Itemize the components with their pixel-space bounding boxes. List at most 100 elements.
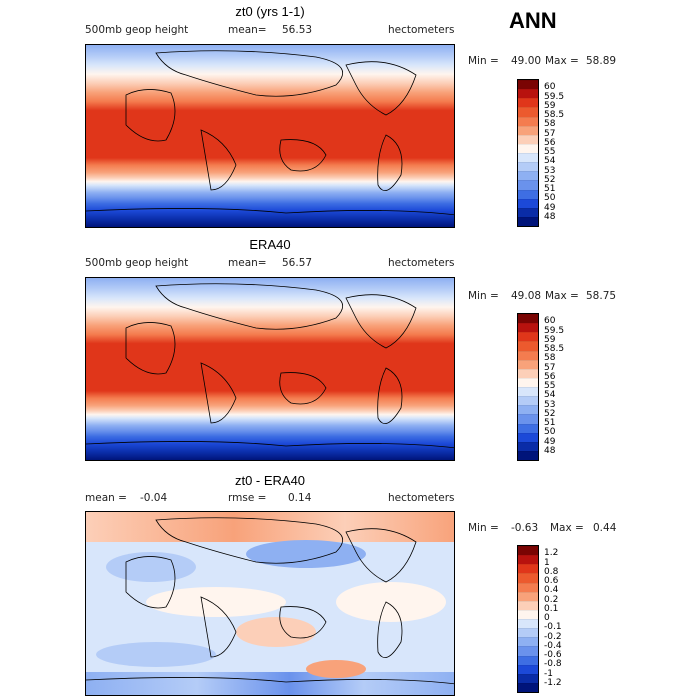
colorbar-swatch bbox=[518, 573, 538, 583]
colorbar-tick-label: -1 bbox=[544, 668, 553, 679]
colorbar-tick-label: -0.4 bbox=[544, 640, 562, 651]
panel-1-coastlines bbox=[86, 50, 454, 216]
colorbar-tick-label: 60 bbox=[544, 82, 556, 93]
colorbar-swatch bbox=[518, 441, 538, 451]
colorbar-tick-label: 0.8 bbox=[544, 566, 559, 577]
panel-3-max-value: 0.44 bbox=[593, 522, 617, 534]
colorbar-tick-label: 50 bbox=[544, 427, 556, 438]
colorbar-swatch bbox=[518, 432, 538, 442]
colorbar-swatch bbox=[518, 609, 538, 619]
colorbar-tick-label: 55 bbox=[544, 381, 556, 391]
colorbar-tick-label: 48 bbox=[544, 211, 556, 222]
colorbar-tick-label: 0.1 bbox=[544, 603, 559, 614]
colorbar-swatch bbox=[518, 107, 538, 117]
colorbar-tick-label: -1.2 bbox=[544, 677, 562, 688]
colorbar-swatch bbox=[518, 423, 538, 433]
colorbar-swatch bbox=[518, 80, 538, 90]
colorbar-swatch bbox=[518, 414, 538, 424]
panel-3-rmse-label: rmse = bbox=[228, 492, 267, 504]
panel-2-mean-label: mean= bbox=[228, 257, 267, 269]
colorbar-tick-label: 57 bbox=[544, 362, 556, 373]
panel-3-max-label: Max = bbox=[550, 522, 584, 534]
colorbar-swatch bbox=[518, 591, 538, 601]
season-label: ANN bbox=[509, 8, 557, 33]
panel-2-colorbar-labels: 60 59.5 59 58.5 58 57 56 55 54 53 52 51 50 49 48 bbox=[544, 313, 584, 461]
panel-2-variable-label: 500mb geop height bbox=[85, 257, 189, 269]
panel-1-title: zt0 (yrs 1-1) bbox=[235, 4, 305, 19]
colorbar-swatch bbox=[518, 546, 538, 556]
colorbar-tick-label: -0.6 bbox=[544, 650, 562, 660]
colorbar-swatch bbox=[518, 116, 538, 126]
colorbar-swatch bbox=[518, 332, 538, 342]
colorbar-swatch bbox=[518, 682, 538, 692]
colorbar-tick-label: -0.2 bbox=[544, 631, 562, 642]
panel-1-map bbox=[85, 44, 455, 228]
colorbar-swatch bbox=[518, 582, 538, 592]
panel-1-colorbar-labels: 60 59.5 59 58.5 58 57 56 55 54 53 52 51 50 49 48 bbox=[544, 79, 584, 227]
panel-2-map bbox=[85, 277, 455, 461]
panel-3-mean-label: mean = bbox=[85, 492, 127, 504]
panel-1-mean-value: 56.53 bbox=[282, 24, 313, 36]
colorbar-swatch bbox=[518, 628, 538, 638]
panel-1-min-label: Min = bbox=[468, 55, 499, 67]
colorbar-swatch bbox=[518, 180, 538, 190]
colorbar-tick-label: 52 bbox=[544, 174, 556, 185]
colorbar-tick-label: 49 bbox=[544, 436, 556, 447]
panel-3-title: zt0 - ERA40 bbox=[234, 473, 306, 488]
colorbar-tick-label: 58.5 bbox=[544, 344, 565, 354]
colorbar-swatch bbox=[518, 619, 538, 629]
colorbar-swatch bbox=[518, 377, 538, 387]
colorbar-tick-label: 56 bbox=[544, 371, 556, 382]
colorbar-swatch bbox=[518, 555, 538, 565]
panel-2-title: ERA40 bbox=[249, 237, 291, 252]
colorbar-swatch bbox=[518, 564, 538, 574]
colorbar-tick-label: 52 bbox=[544, 408, 556, 419]
colorbar-swatch bbox=[518, 189, 538, 199]
panel-3-coastlines bbox=[86, 517, 454, 685]
colorbar-tick-label: -0.8 bbox=[544, 659, 562, 670]
colorbar-swatch bbox=[518, 655, 538, 665]
panel-1-units: hectometers bbox=[388, 24, 455, 36]
panel-2-colorbar bbox=[517, 313, 539, 461]
colorbar-swatch bbox=[518, 125, 538, 135]
panel-2-max-label: Max = bbox=[545, 290, 579, 302]
colorbar-swatch bbox=[518, 359, 538, 369]
colorbar-tick-label: 56 bbox=[544, 137, 556, 148]
panel-3-mean-value: -0.04 bbox=[140, 492, 168, 504]
panel-2-units: hectometers bbox=[388, 257, 455, 269]
colorbar-swatch bbox=[518, 153, 538, 163]
colorbar-tick-label: 59 bbox=[544, 334, 556, 345]
panel-1-max-label: Max = bbox=[545, 55, 579, 67]
colorbar-swatch bbox=[518, 350, 538, 360]
colorbar-tick-label: 51 bbox=[544, 184, 556, 194]
panel-3-map bbox=[85, 511, 455, 696]
panel-3-colorbar bbox=[517, 545, 539, 693]
colorbar-swatch bbox=[518, 98, 538, 108]
colorbar-tick-label: 59 bbox=[544, 100, 556, 111]
colorbar-tick-label: 0.6 bbox=[544, 576, 559, 586]
colorbar-swatch bbox=[518, 387, 538, 397]
colorbar-swatch bbox=[518, 450, 538, 460]
panel-1-variable-label: 500mb geop height bbox=[85, 24, 189, 36]
colorbar-swatch bbox=[518, 143, 538, 153]
colorbar-swatch bbox=[518, 198, 538, 208]
colorbar-tick-label: -0.1 bbox=[544, 622, 562, 633]
panel-3-colorbar-labels: 1.2 1 0.8 0.6 0.4 0.2 0.1 0 -0.1 -0.2 -0.4 -0.6 -0.8… bbox=[544, 545, 584, 693]
colorbar-swatch bbox=[518, 134, 538, 144]
panel-2-coastlines bbox=[86, 283, 454, 449]
colorbar-tick-label: 53 bbox=[544, 399, 556, 410]
panel-3-rmse-value: 0.14 bbox=[288, 492, 312, 504]
panel-2-min-label: Min = bbox=[468, 290, 499, 302]
panel-1-colorbar bbox=[517, 79, 539, 227]
colorbar-tick-label: 60 bbox=[544, 316, 556, 327]
colorbar-tick-label: 59.5 bbox=[544, 325, 565, 336]
colorbar-swatch bbox=[518, 646, 538, 656]
colorbar-swatch bbox=[518, 341, 538, 351]
colorbar-swatch bbox=[518, 171, 538, 181]
colorbar-tick-label: 59.5 bbox=[544, 91, 565, 102]
panel-1-mean-label: mean= bbox=[228, 24, 267, 36]
panel-3-min-label: Min = bbox=[468, 522, 499, 534]
colorbar-tick-label: 1 bbox=[544, 557, 550, 568]
colorbar-tick-label: 58 bbox=[544, 353, 556, 364]
panel-3-units: hectometers bbox=[388, 492, 455, 504]
